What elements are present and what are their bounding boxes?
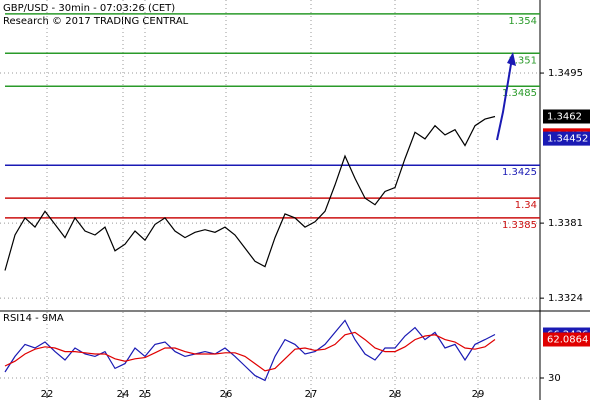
- y-tick-label: 1.3324: [548, 293, 583, 304]
- price-label: 1.3462: [547, 111, 582, 122]
- level-label: 1.351: [508, 55, 537, 66]
- series-line: [4, 331, 496, 372]
- level-label: 1.354: [508, 16, 537, 27]
- x-tick-label: 25: [139, 389, 152, 400]
- x-tick-label: 24: [117, 389, 130, 400]
- price-label-box: [543, 131, 590, 146]
- series-line: [4, 319, 496, 382]
- x-tick-label: 28: [389, 389, 402, 400]
- price-label: 62.0864: [547, 334, 588, 345]
- y-tick-label: 1.3381: [548, 218, 583, 229]
- chart-subtitle: Research © 2017 TRADING CENTRAL: [3, 16, 189, 27]
- series-line: [4, 115, 496, 271]
- x-tick-label: 22: [41, 389, 54, 400]
- x-tick-label: 27: [305, 389, 318, 400]
- chart-title: GBP/USD - 30min - 07:03:26 (CET): [3, 3, 175, 14]
- x-tick-label: 29: [472, 389, 485, 400]
- y-tick-label: 30: [548, 373, 561, 384]
- arrow-head: [507, 52, 516, 66]
- price-label-box: [543, 109, 590, 124]
- forecast-arrow: [496, 52, 516, 141]
- level-label: 1.3385: [502, 220, 537, 231]
- x-tick-label: 26: [220, 389, 233, 400]
- price-label: 1.34452: [547, 134, 588, 145]
- arrow-line: [496, 57, 513, 141]
- level-label: 1.3425: [502, 167, 537, 178]
- level-label: 1.34: [515, 200, 537, 211]
- rsi-title: RSI14 - 9MA: [3, 313, 64, 324]
- level-label: 1.3485: [502, 88, 537, 99]
- price-label-box: [543, 332, 590, 347]
- y-tick-label: 1.3495: [548, 68, 583, 79]
